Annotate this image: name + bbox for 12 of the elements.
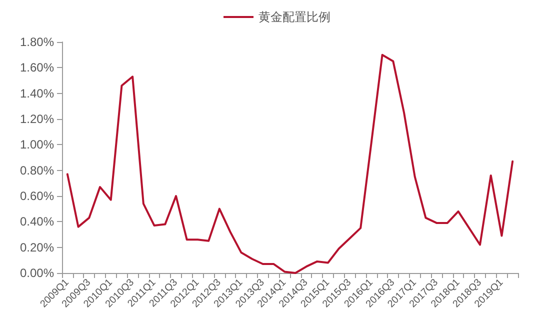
y-tick-label: 0.20% [20,240,54,254]
y-tick-label: 1.60% [20,60,54,75]
y-tick-label: 0.80% [20,163,54,178]
y-tick-label: 1.20% [20,112,54,126]
legend-label: 黄金配置比例 [258,10,330,24]
y-tick-label: 1.40% [20,86,54,100]
y-tick-label: 1.00% [20,138,54,152]
y-tick-label: 1.80% [20,35,54,49]
y-tick-label: 0.40% [20,214,54,229]
y-tick-label: 0.00% [20,266,54,280]
y-tick-label: 0.60% [20,189,54,203]
line-series [66,54,514,274]
